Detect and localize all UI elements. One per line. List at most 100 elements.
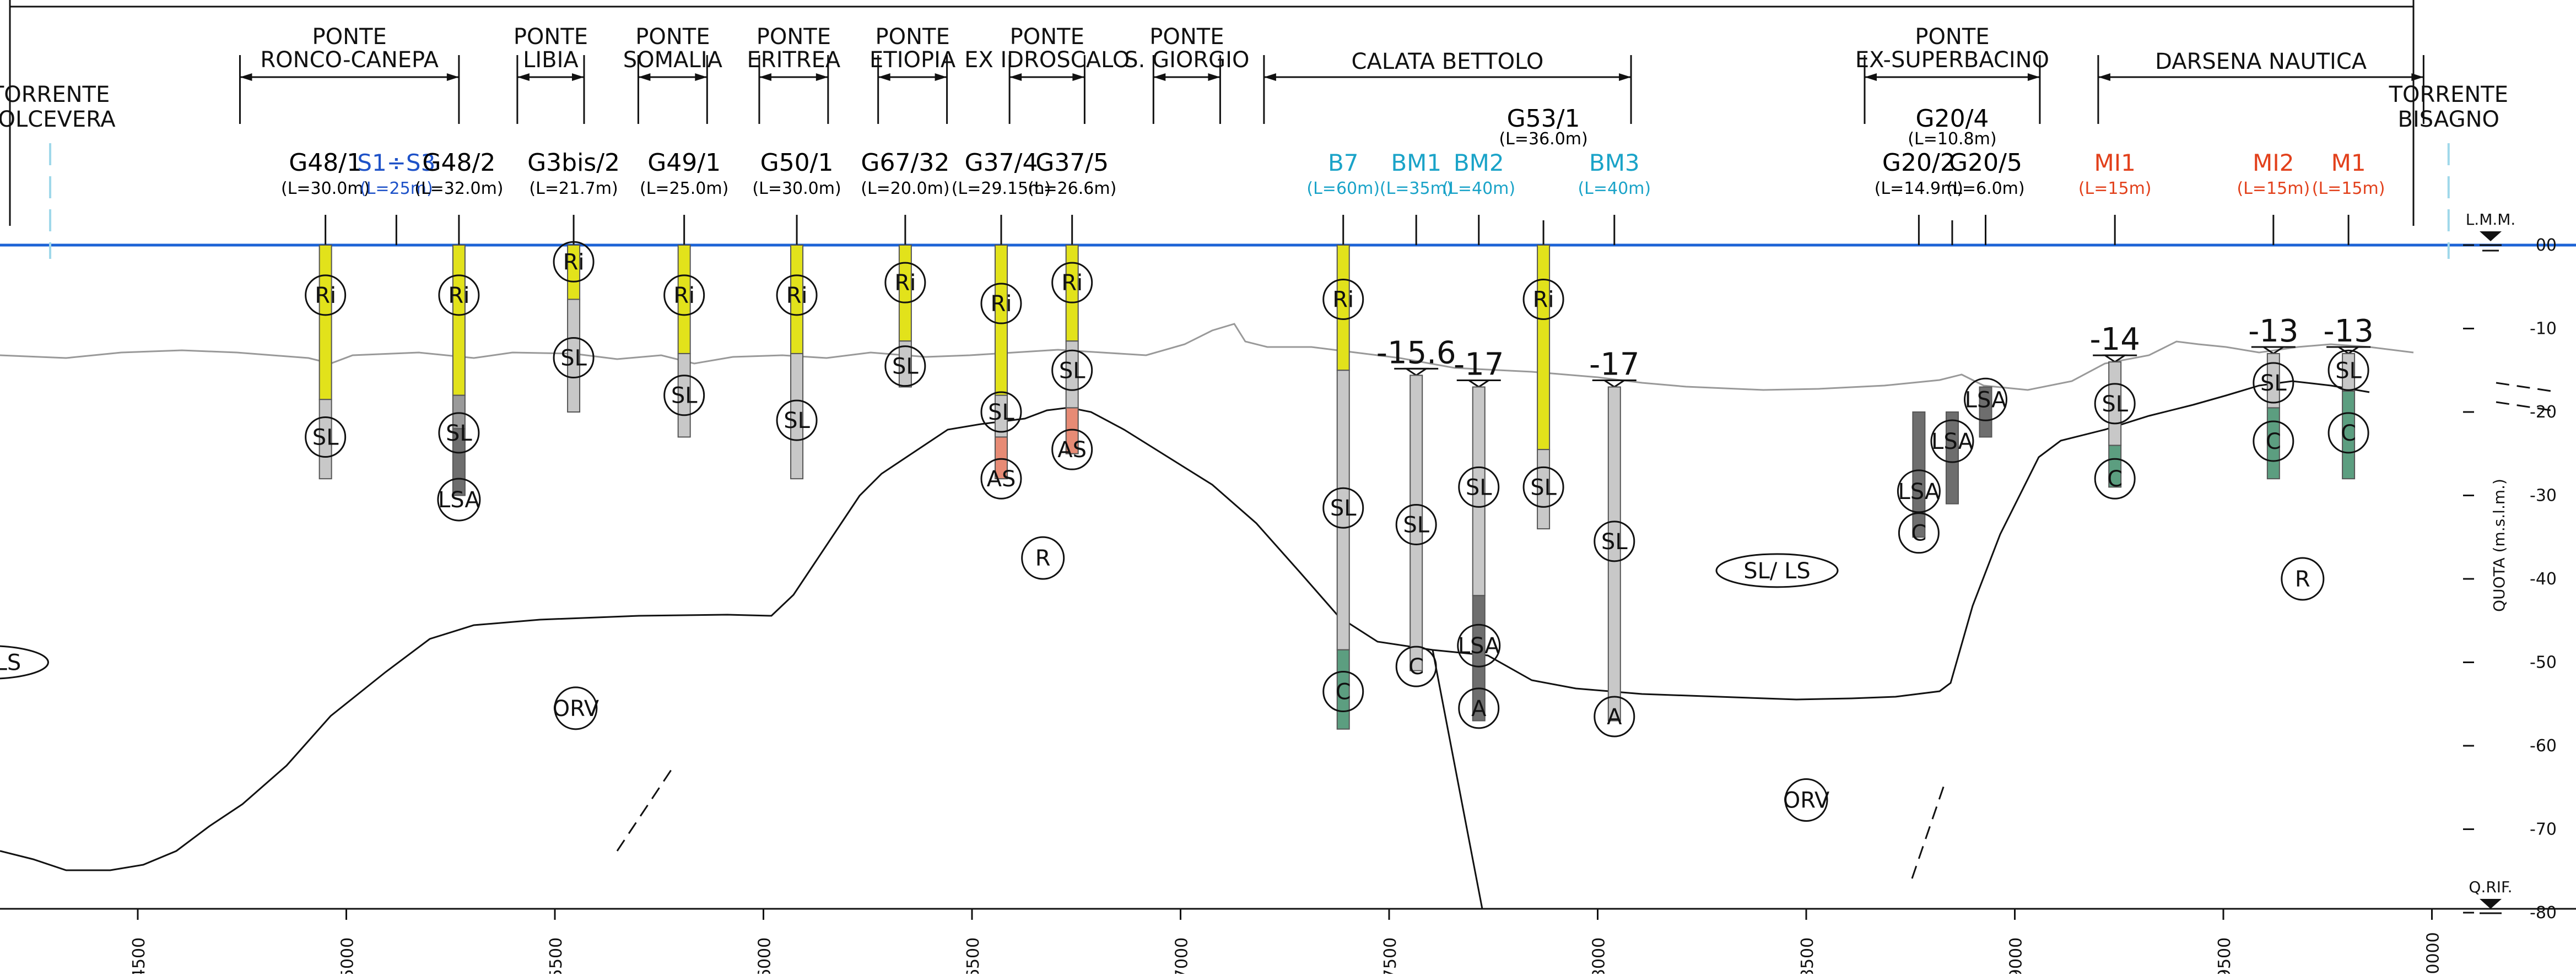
layer-label-circle [1051,429,1093,470]
dashed-extension-2 [2496,401,2552,411]
z-tick-label: -20 [2530,403,2557,422]
borehole-g53-1: G53/1(L=36.0m) Ri SL [1499,105,1588,530]
pier-label-line1: PONTE [312,24,387,50]
layer-label-circle [776,274,818,316]
layer-label-circle [776,399,818,441]
pier-label-line1: PONTE [757,24,831,50]
pier-label-line2: RONCO-CANEPA [260,47,439,73]
borehole-g20-2: G20/2 (L=14.9m) LSA C [1875,149,1963,554]
zone-r: R [2281,557,2325,601]
arrow-left [2098,73,2110,81]
x-tick-label: 10000 [2424,932,2443,974]
borehole-length: (L=36.0m) [1499,129,1587,149]
borehole-layer [1336,649,1350,730]
layer-label-circle [438,274,480,316]
layer-label: C [1408,654,1424,680]
layer-label-circle [663,375,705,416]
layer-label: C [2341,421,2356,446]
borehole-g50-1: G50/1 (L=30.0m) Ri SL [752,149,841,480]
frame [0,0,2576,910]
layer-label-circle [2327,412,2369,454]
ground-level-value: -13 [2248,313,2298,349]
borehole-bm1: BM1 (L=35m) -15.6 SL C [1376,149,1456,687]
borehole-name: G3bis/2 [527,149,620,177]
borehole-b7: B7 (L=60m) Ri SL C [1306,149,1380,730]
arrow-left [759,73,771,81]
ground-level-value: -13 [2323,313,2373,349]
layer-label: Ri [991,291,1012,317]
zone-label: ORV [1783,788,1830,813]
pier-label-line1: TORRENTE [2389,82,2508,107]
borehole-layer [452,245,466,396]
borehole-length: (L=6.0m) [1946,179,2024,198]
pier-label-line2: SOMALIA [623,47,723,73]
pier-label-line1: PONTE [876,24,950,50]
borehole-length: (L=14.9m) [1875,179,1963,198]
layer-label: SL [2102,392,2128,417]
borehole-length: (L=30.0m) [752,179,841,198]
zone-circle [2281,557,2325,601]
layer-label-circle [2094,383,2136,425]
zone-label: SL/ LS [0,650,21,676]
layer-label: Ri [563,250,585,275]
borehole-layer [1409,375,1423,671]
layer-label: Ri [1533,287,1554,312]
zone-r: R [1021,536,1065,580]
borehole-name: G37/5 [1035,149,1109,177]
arrow-right [446,73,459,81]
layer-label: LSA [1898,479,1940,505]
layer-label: LSA [1965,387,2007,413]
layer-label: SL [784,408,810,433]
layer-label: SL [1530,475,1557,500]
zone-circle [1021,536,1065,580]
x-tick-label: 6000 [755,937,775,974]
zone-ellipse [0,645,49,680]
x-tick-label: 7500 [1381,937,1400,974]
arrow-right [1208,73,1221,81]
fault-dashed-left [616,768,673,852]
layer-label: SL [1403,513,1429,538]
arrow-left [517,73,530,81]
borehole-layer [1945,411,1959,505]
zone-circle [1784,778,1828,822]
layer-label: Ri [1332,287,1354,312]
layer-label-circle [437,478,481,522]
borehole-name: G53/1 [1507,105,1580,133]
zone-sl-ls: SL/ LS [0,645,49,680]
layer-label-circle [1522,278,1564,320]
layer-label-circle [1964,377,2008,421]
layer-label-circle [1051,349,1093,391]
pier-label: CALATA BETTOLO [1352,49,1544,74]
layer-label: A [1471,696,1487,722]
layer-label-circle [884,345,926,387]
layer-label-circle [305,416,347,458]
layer-label-circle [553,337,595,379]
layer-label-circle [1522,466,1564,508]
arrow-left [1009,73,1022,81]
layer-label-circle [1322,487,1364,529]
pier-label-line2: EX IDROSCALO [964,47,1130,73]
layer-label: C [2266,429,2281,454]
borehole-layer [677,353,691,438]
layer-label-circle [1897,469,1941,513]
fault-line-center [1432,649,1483,909]
layer-label: LSA [438,487,480,513]
borehole-layer [1979,386,1992,438]
borehole-name: G20/2 [1882,149,1956,177]
zone-sl-ls: SL/ LS [1715,553,1839,588]
layer-label: SL [892,354,919,379]
ground-level-value: -14 [2089,322,2140,357]
qrif-marker [2480,899,2502,909]
z-tick-label: -30 [2530,486,2557,506]
borehole-name: S1÷S3 [357,149,435,176]
borehole-g20-4: G20/4(L=10.8m) LSA [1908,105,1997,505]
z-tick-label: -70 [2530,820,2557,839]
boreholes: G48/1 (L=30.0m) Ri SL S1÷S3 (L=25m) G48/2 (L=32… [281,105,2385,738]
borehole-name: G20/5 [1949,149,2022,177]
layer-label-circle [438,412,480,454]
layer-label: SL [312,425,339,450]
borehole-bm3: BM3 (L=40m) -17 SL A [1578,149,1651,738]
z-tick-label: 00 [2536,236,2557,255]
borehole-g48-2: G48/2 (L=32.0m) Ri SL LSA [414,149,504,522]
